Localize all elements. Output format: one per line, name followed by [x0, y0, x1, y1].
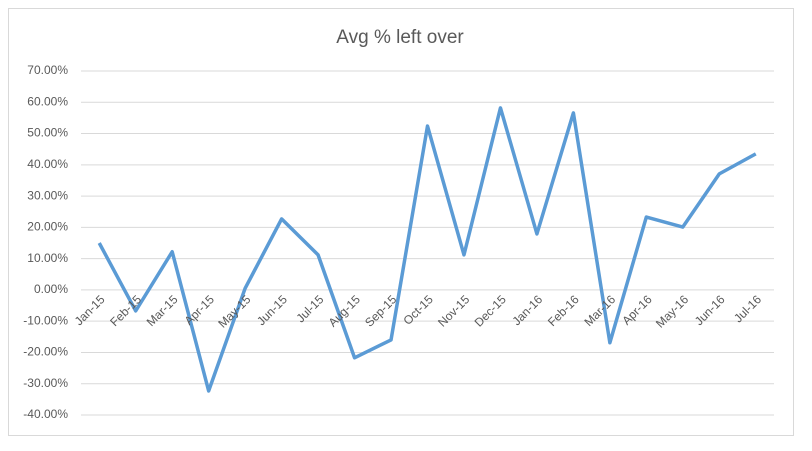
chart-frame [8, 8, 794, 436]
y-tick-label: -10.00% [23, 313, 68, 327]
chart-title: Avg % left over [336, 27, 464, 48]
y-tick-label: 70.00% [27, 63, 68, 77]
y-tick-label: -20.00% [23, 345, 68, 359]
y-tick-label: 50.00% [27, 126, 68, 140]
y-tick-label: 0.00% [34, 282, 68, 296]
y-tick-label: 10.00% [27, 251, 68, 265]
y-tick-label: 20.00% [27, 220, 68, 234]
y-tick-label: -40.00% [23, 407, 68, 421]
y-tick-label: 30.00% [27, 188, 68, 202]
y-tick-label: -30.00% [23, 376, 68, 390]
y-tick-label: 40.00% [27, 157, 68, 171]
y-tick-label: 60.00% [27, 94, 68, 108]
line [97, 106, 757, 393]
